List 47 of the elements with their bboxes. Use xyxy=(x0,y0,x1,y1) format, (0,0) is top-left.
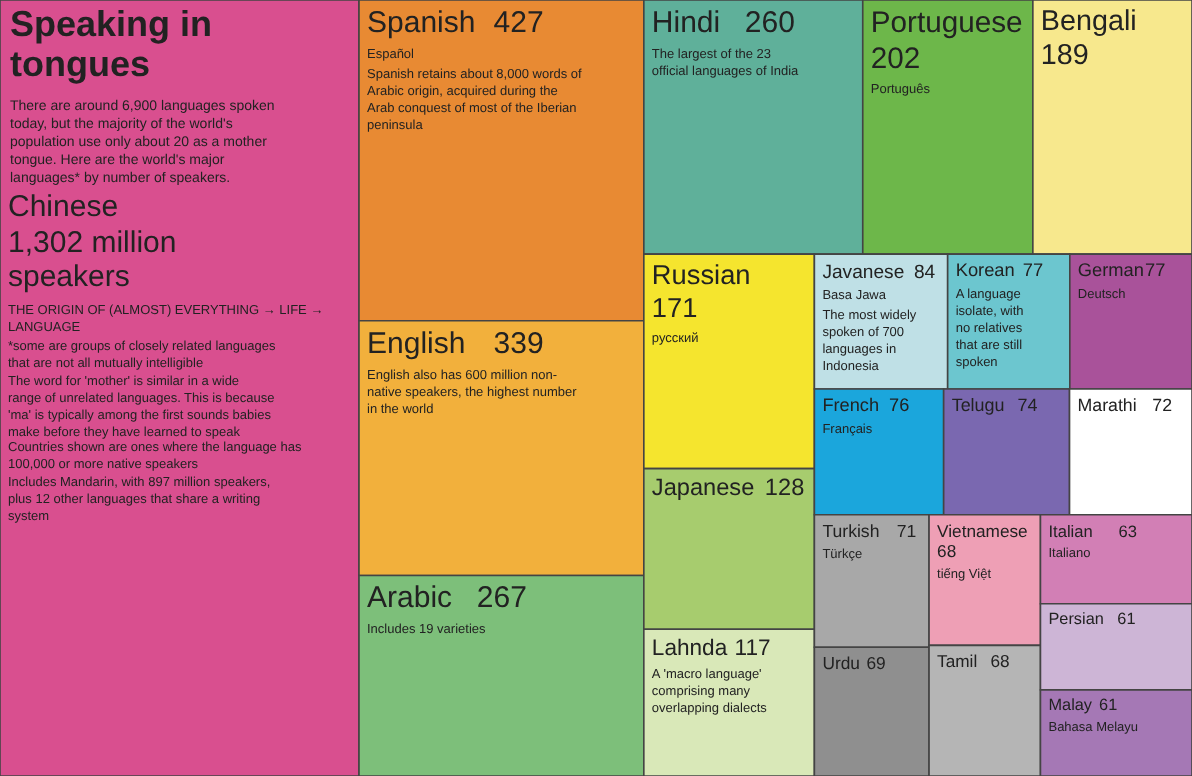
category-label: German xyxy=(1077,260,1144,281)
data-label: 61 xyxy=(1117,609,1137,628)
category-label: Bengali xyxy=(1040,6,1137,38)
data-label: 76 xyxy=(889,394,910,415)
data-label: 68 xyxy=(990,651,1011,672)
category-label: Tamil xyxy=(937,651,978,672)
data-label: 260 xyxy=(744,6,795,40)
data-label: 1,302 million speakers xyxy=(8,226,177,295)
category-label: Javanese xyxy=(822,262,905,285)
data-label: 69 xyxy=(866,653,887,674)
category-label: Hindi xyxy=(651,6,721,40)
category-label: Arabic xyxy=(367,581,454,616)
data-label: 71 xyxy=(896,520,917,541)
category-label: French xyxy=(822,394,880,415)
category-label: Urdu xyxy=(822,653,861,674)
category-label: Vietnamese xyxy=(937,520,1029,541)
data-label: 77 xyxy=(1022,260,1044,281)
category-label: Korean xyxy=(955,260,1015,281)
data-label: 84 xyxy=(913,262,937,285)
data-label: 189 xyxy=(1040,40,1089,73)
category-label: Japanese xyxy=(651,472,756,501)
category-label: Chinese xyxy=(8,190,119,225)
data-label: 339 xyxy=(493,326,544,361)
data-label: 171 xyxy=(651,292,698,323)
category-label: English xyxy=(367,326,466,361)
data-label: 61 xyxy=(1099,695,1119,714)
category-label: Marathi xyxy=(1077,394,1137,415)
category-label: Telugu xyxy=(951,394,1005,415)
category-label: Turkish xyxy=(822,520,880,541)
category-label: Malay xyxy=(1048,695,1094,714)
category-label: Portuguese xyxy=(870,8,1023,40)
data-label: 72 xyxy=(1152,394,1173,415)
data-label: 68 xyxy=(937,541,957,562)
data-label: 267 xyxy=(476,581,527,616)
category-label: Lahnda xyxy=(651,637,729,662)
category-label: Russian xyxy=(651,260,751,291)
category-label: Spanish xyxy=(367,6,476,40)
category-label: Italian xyxy=(1048,520,1094,541)
text: Speaking in tongues xyxy=(10,4,213,84)
category-label: Persian xyxy=(1048,609,1104,628)
data-label: 74 xyxy=(1017,394,1038,415)
data-label: 202 xyxy=(870,43,921,76)
data-label: 63 xyxy=(1118,520,1138,541)
data-label: 128 xyxy=(764,472,806,501)
data-label: 77 xyxy=(1144,260,1166,281)
data-label: 427 xyxy=(493,6,544,40)
data-label: 117 xyxy=(734,637,771,662)
